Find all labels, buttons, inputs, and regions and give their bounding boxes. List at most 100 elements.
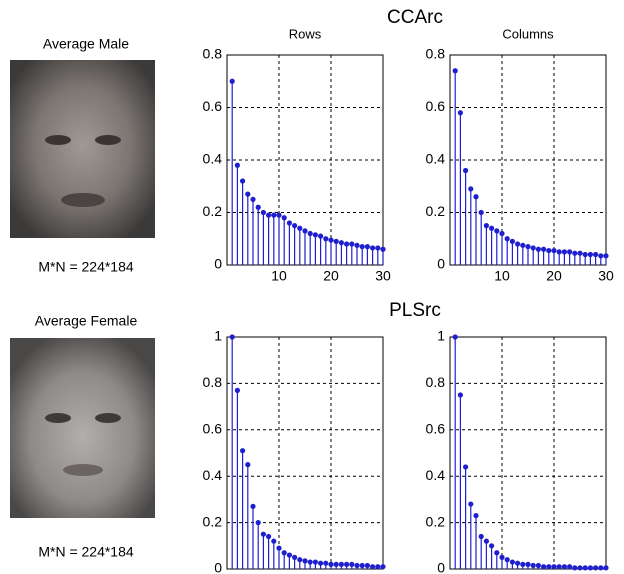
stem bbox=[478, 533, 484, 569]
stem bbox=[380, 564, 386, 570]
x-tick-label: 20 bbox=[546, 268, 562, 284]
stem bbox=[520, 242, 526, 265]
stem-marker bbox=[546, 564, 552, 570]
stem bbox=[468, 186, 474, 265]
stem bbox=[535, 562, 542, 569]
stem-marker bbox=[281, 215, 287, 221]
stem-marker bbox=[478, 209, 484, 216]
stem bbox=[598, 253, 604, 265]
stem-marker bbox=[255, 520, 261, 526]
stem bbox=[255, 520, 261, 569]
stem-marker bbox=[370, 564, 376, 570]
x-tick-label: 10 bbox=[494, 268, 510, 284]
stem bbox=[364, 244, 370, 265]
stem bbox=[452, 68, 458, 265]
stem-marker bbox=[302, 228, 308, 234]
stem-marker bbox=[504, 557, 510, 563]
x-tick-label: 20 bbox=[546, 572, 562, 574]
stem bbox=[344, 561, 350, 569]
stem bbox=[234, 387, 240, 569]
stem bbox=[344, 241, 350, 265]
stem-marker bbox=[593, 251, 599, 258]
stem-marker bbox=[364, 562, 370, 569]
y-tick-label: 0.4 bbox=[426, 467, 446, 483]
stem-marker bbox=[572, 565, 578, 571]
stem-marker bbox=[494, 550, 500, 556]
face-image bbox=[10, 338, 155, 518]
stem bbox=[483, 538, 489, 569]
stem bbox=[530, 562, 536, 569]
x-tick-label: 30 bbox=[598, 572, 614, 574]
stem-marker bbox=[240, 448, 246, 454]
stem bbox=[582, 251, 588, 265]
stem bbox=[245, 191, 251, 265]
y-tick-label: 0.8 bbox=[426, 374, 446, 390]
stem bbox=[292, 223, 298, 265]
stem bbox=[281, 215, 287, 265]
stem bbox=[245, 462, 251, 569]
stem-marker bbox=[561, 249, 568, 255]
stem-marker bbox=[483, 223, 489, 229]
stem-marker bbox=[463, 167, 469, 174]
stem bbox=[494, 228, 500, 265]
stem-marker bbox=[603, 565, 609, 571]
stem bbox=[499, 554, 505, 569]
stem bbox=[525, 244, 531, 265]
stem bbox=[515, 241, 521, 265]
stem-marker bbox=[593, 565, 599, 571]
stem bbox=[349, 241, 355, 265]
stem bbox=[307, 230, 313, 265]
stem bbox=[483, 223, 489, 265]
stem bbox=[318, 233, 324, 265]
stem bbox=[312, 232, 318, 265]
stem-marker bbox=[266, 533, 272, 540]
stem bbox=[307, 559, 313, 569]
x-tick-label: 20 bbox=[323, 268, 339, 284]
stem-marker bbox=[286, 552, 292, 558]
stem bbox=[577, 565, 583, 571]
stem-marker bbox=[266, 212, 272, 218]
stem-marker bbox=[344, 241, 350, 247]
stem bbox=[266, 212, 272, 265]
stem-marker bbox=[292, 223, 298, 229]
stem-marker bbox=[338, 240, 344, 246]
stem-marker bbox=[229, 78, 235, 84]
stem-marker bbox=[483, 538, 489, 544]
stem bbox=[567, 249, 573, 265]
stem-marker bbox=[541, 564, 547, 570]
stem bbox=[463, 167, 469, 265]
stem bbox=[359, 562, 365, 569]
stem-marker bbox=[271, 212, 277, 218]
stem-marker bbox=[245, 191, 251, 197]
y-tick-label: 0.4 bbox=[203, 151, 223, 167]
stem-marker bbox=[255, 204, 261, 210]
stem-marker bbox=[318, 233, 324, 239]
face-size: M*N = 224*184 bbox=[38, 544, 134, 560]
stem-marker bbox=[312, 232, 318, 238]
stem-marker bbox=[598, 253, 604, 259]
stem-marker bbox=[478, 533, 484, 540]
y-tick-label: 0.4 bbox=[426, 151, 446, 167]
stem bbox=[292, 554, 298, 569]
stem bbox=[556, 249, 562, 265]
axes-box bbox=[449, 336, 607, 570]
stem bbox=[318, 560, 324, 569]
stem bbox=[286, 220, 292, 265]
stem bbox=[297, 557, 303, 569]
stem-marker bbox=[323, 236, 329, 242]
stem-marker bbox=[587, 251, 594, 258]
stem-marker bbox=[359, 244, 365, 250]
stem-marker bbox=[541, 246, 547, 252]
stem-marker bbox=[354, 562, 360, 569]
stem-marker bbox=[551, 247, 557, 254]
stem bbox=[473, 194, 479, 265]
stem bbox=[489, 225, 495, 265]
stem-marker bbox=[530, 562, 536, 569]
stem-marker bbox=[520, 242, 526, 248]
x-tick-label: 30 bbox=[375, 572, 391, 574]
stem bbox=[380, 246, 386, 265]
stem bbox=[260, 531, 266, 569]
stem bbox=[281, 550, 287, 569]
y-tick-label: 0 bbox=[437, 256, 445, 272]
